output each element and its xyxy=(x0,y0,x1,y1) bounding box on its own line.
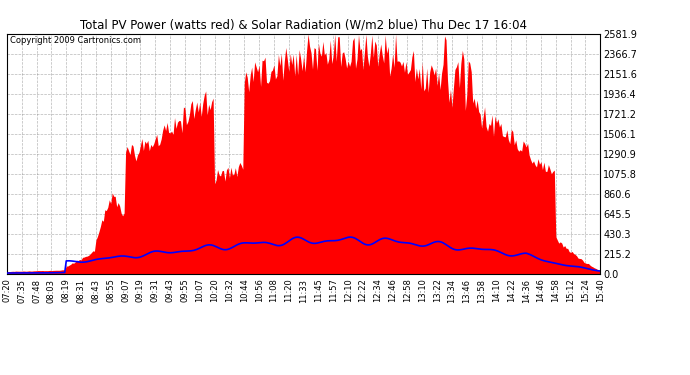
Title: Total PV Power (watts red) & Solar Radiation (W/m2 blue) Thu Dec 17 16:04: Total PV Power (watts red) & Solar Radia… xyxy=(80,18,527,31)
Text: Copyright 2009 Cartronics.com: Copyright 2009 Cartronics.com xyxy=(10,36,141,45)
